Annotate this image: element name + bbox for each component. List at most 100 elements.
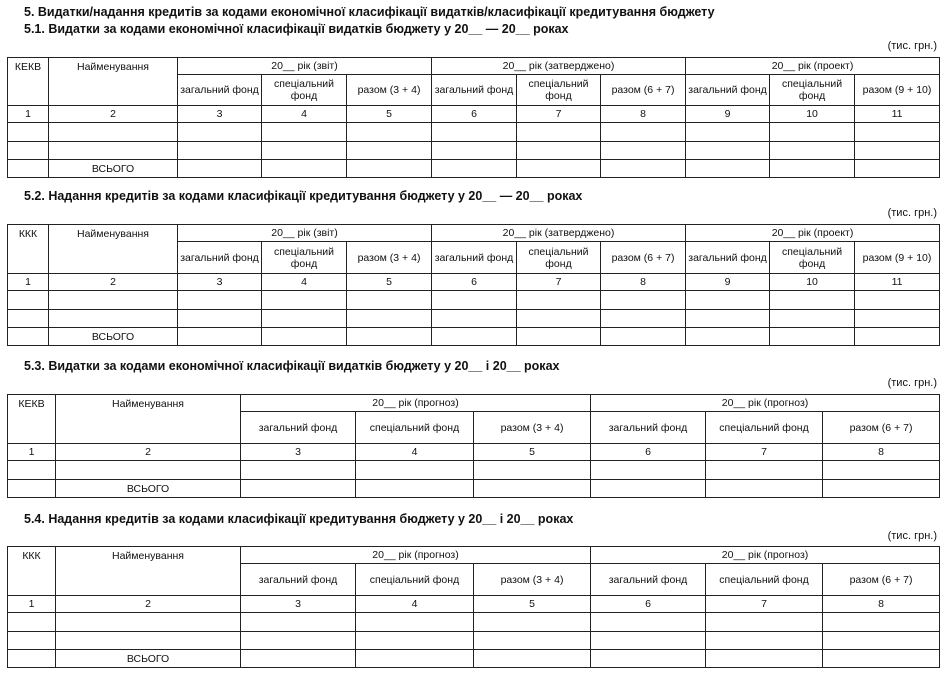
table-cell[interactable] — [599, 309, 687, 328]
column-number: 5 — [472, 595, 592, 613]
table-cell[interactable] — [7, 122, 49, 142]
fund-header: спеціальний фонд — [769, 74, 856, 106]
year-group-header: 20__ рік (прогноз) — [590, 546, 941, 564]
table-cell[interactable] — [590, 631, 707, 650]
table-cell[interactable] — [472, 612, 592, 632]
table-cell[interactable] — [769, 290, 856, 310]
table-cell[interactable] — [240, 612, 356, 632]
unit-label: (тис. грн.) — [887, 377, 937, 389]
table-cell — [769, 159, 856, 178]
table-cell[interactable] — [516, 122, 601, 142]
table-cell[interactable] — [854, 309, 941, 328]
table-cell[interactable] — [431, 141, 517, 160]
table-cell[interactable] — [55, 460, 241, 480]
fund-header: загальний фонд — [590, 563, 707, 596]
table-cell[interactable] — [599, 122, 687, 142]
table-cell[interactable] — [599, 141, 687, 160]
table-cell[interactable] — [48, 290, 178, 310]
table-cell[interactable] — [55, 631, 241, 650]
table-cell[interactable] — [685, 122, 771, 142]
table-cell[interactable] — [48, 309, 178, 328]
column-number: 7 — [705, 443, 824, 461]
table-cell — [346, 159, 432, 178]
table-cell — [355, 479, 474, 498]
table-title: 5.3. Видатки за кодами економічної класи… — [24, 359, 560, 373]
table-cell[interactable] — [590, 460, 707, 480]
table-cell[interactable] — [48, 141, 178, 160]
table-cell[interactable] — [685, 309, 771, 328]
data-table: ККК Найменування 20__ рік (прогноз) 20__ рі… — [7, 546, 941, 668]
table-cell[interactable] — [261, 290, 347, 310]
table-cell[interactable] — [822, 460, 941, 480]
table-cell[interactable] — [55, 612, 241, 632]
table-cell[interactable] — [685, 141, 771, 160]
table-cell[interactable] — [431, 309, 517, 328]
table-cell[interactable] — [177, 290, 262, 310]
table-cell — [822, 479, 941, 498]
table-cell[interactable] — [7, 141, 49, 160]
table-cell — [599, 327, 687, 346]
table-cell[interactable] — [355, 612, 474, 632]
table-cell[interactable] — [346, 309, 432, 328]
subheader-row: загальний фонд спеціальний фонд разом (3 +… — [8, 241, 941, 274]
table-cell[interactable] — [346, 290, 432, 310]
table-cell[interactable] — [705, 631, 824, 650]
table-cell[interactable] — [705, 460, 824, 480]
table-cell[interactable] — [240, 460, 356, 480]
table-cell[interactable] — [177, 141, 262, 160]
table-cell[interactable] — [7, 290, 49, 310]
table-cell[interactable] — [599, 290, 687, 310]
table-cell[interactable] — [240, 631, 356, 650]
table-cell[interactable] — [854, 122, 941, 142]
column-number: 8 — [599, 105, 687, 123]
table-cell[interactable] — [261, 122, 347, 142]
column-number: 10 — [769, 273, 856, 291]
table-cell[interactable] — [590, 612, 707, 632]
table-cell[interactable] — [48, 122, 178, 142]
table-cell[interactable] — [7, 631, 56, 650]
table-cell[interactable] — [516, 141, 601, 160]
table-cell[interactable] — [854, 141, 941, 160]
table-title: 5.1. Видатки за кодами економічної класи… — [24, 22, 569, 36]
table-cell[interactable] — [346, 122, 432, 142]
table-cell[interactable] — [769, 122, 856, 142]
table-cell[interactable] — [685, 290, 771, 310]
table-cell[interactable] — [7, 309, 49, 328]
table-cell[interactable] — [822, 631, 941, 650]
table-cell[interactable] — [346, 141, 432, 160]
fund-header: спеціальний фонд — [355, 563, 474, 596]
table-cell[interactable] — [516, 290, 601, 310]
table-cell[interactable] — [177, 122, 262, 142]
table-cell — [705, 479, 824, 498]
column-number: 1 — [7, 443, 56, 461]
fund-header: загальний фонд — [685, 74, 771, 106]
table-cell[interactable] — [177, 309, 262, 328]
fund-header: разом (3 + 4) — [346, 241, 432, 274]
table-cell — [854, 159, 941, 178]
table-cell[interactable] — [355, 631, 474, 650]
column-number: 2 — [48, 105, 178, 123]
table-cell[interactable] — [769, 309, 856, 328]
fund-header: разом (6 + 7) — [822, 563, 941, 596]
table-cell[interactable] — [516, 309, 601, 328]
table-cell[interactable] — [355, 460, 474, 480]
table-cell[interactable] — [261, 141, 347, 160]
table-cell[interactable] — [472, 460, 592, 480]
table-cell[interactable] — [7, 460, 56, 480]
table-cell[interactable] — [472, 631, 592, 650]
table-cell[interactable] — [431, 122, 517, 142]
column-number: 2 — [48, 273, 178, 291]
table-cell[interactable] — [705, 612, 824, 632]
table-cell — [685, 159, 771, 178]
table-cell[interactable] — [431, 290, 517, 310]
table-cell[interactable] — [261, 309, 347, 328]
table-cell[interactable] — [7, 612, 56, 632]
fund-header: спеціальний фонд — [516, 241, 601, 274]
table-cell[interactable] — [854, 290, 941, 310]
fund-header: спеціальний фонд — [355, 411, 474, 444]
table-cell[interactable] — [822, 612, 941, 632]
fund-header: разом (3 + 4) — [346, 74, 432, 106]
column-number: 3 — [177, 273, 262, 291]
unit-label: (тис. грн.) — [887, 40, 937, 52]
table-cell[interactable] — [769, 141, 856, 160]
